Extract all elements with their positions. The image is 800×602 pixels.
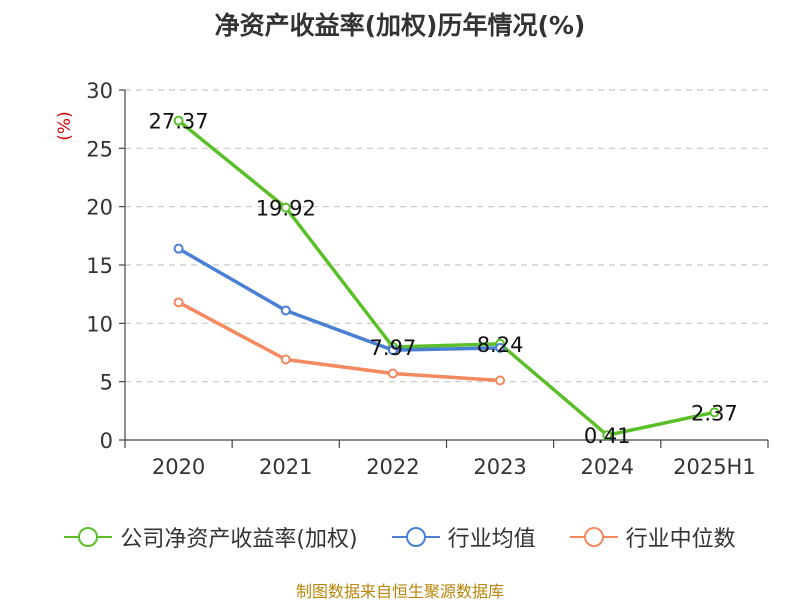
chart-title: 净资产收益率(加权)历年情况(%)	[214, 11, 586, 40]
gridlines	[125, 89, 768, 383]
legend-label-company: 公司净资产收益率(加权)	[120, 527, 358, 552]
x-tick-label: 2022	[366, 455, 419, 479]
x-tick-label: 2020	[152, 455, 205, 479]
legend-item-industry-median[interactable]: 行业中位数	[569, 521, 736, 553]
y-tick-label: 30	[86, 79, 113, 103]
data-point-industry-avg[interactable]	[387, 345, 398, 356]
y-tick-label: 5	[100, 371, 113, 395]
x-tick-label: 2021	[259, 455, 312, 479]
data-label: 27.37	[149, 110, 209, 134]
legend-item-industry-avg[interactable]: 行业均值	[391, 521, 536, 553]
x-tick-label: 2025H1	[673, 455, 756, 479]
legend: 公司净资产收益率(加权) 行业均值 行业中位数	[0, 520, 800, 554]
y-tick-label: 15	[86, 254, 113, 278]
legend-item-company[interactable]: 公司净资产收益率(加权)	[64, 521, 358, 553]
data-point-company[interactable]	[280, 202, 291, 213]
x-tick-label: 2024	[581, 455, 634, 479]
y-tick-label: 10	[86, 312, 113, 336]
data-label: 2.37	[691, 401, 738, 425]
data-label: 19.92	[256, 197, 316, 221]
legend-label-industry-avg: 行业均值	[447, 527, 536, 552]
data-point-industry-median[interactable]	[387, 368, 398, 379]
series-group	[173, 115, 720, 441]
series-line-industry-avg	[177, 247, 501, 352]
legend-marker-industry-avg	[391, 525, 440, 549]
data-labels: 27.37 19.92 7.97 8.24 0.41 2.37	[149, 110, 738, 449]
data-point-industry-avg[interactable]	[173, 243, 184, 254]
axes: 0 5 10 15 20 25 30 2020 2021 2022 2023 2024 2025H1 (%…	[55, 79, 769, 479]
data-point-industry-avg[interactable]	[495, 342, 506, 353]
data-point-company[interactable]	[173, 115, 184, 126]
data-label: 0.41	[584, 424, 631, 448]
y-tick-label: 25	[86, 137, 113, 161]
legend-marker-industry-median	[569, 525, 618, 549]
data-point-industry-median[interactable]	[495, 375, 506, 386]
x-tick-label: 2023	[473, 455, 526, 479]
y-axis-label: (%)	[55, 111, 75, 140]
data-point-industry-median[interactable]	[173, 297, 184, 308]
series-line-industry-median	[177, 300, 501, 383]
y-tick-label: 0	[100, 429, 113, 453]
data-point-company[interactable]	[709, 407, 720, 418]
data-point-company[interactable]	[602, 430, 613, 441]
data-point-industry-avg[interactable]	[280, 305, 291, 316]
series-line-company	[177, 119, 715, 437]
data-label: 8.24	[477, 333, 524, 357]
legend-label-industry-median: 行业中位数	[625, 527, 736, 552]
data-label: 7.97	[370, 336, 417, 360]
legend-marker-company	[64, 525, 113, 549]
source-note: 制图数据来自恒生聚源数据库	[295, 582, 504, 601]
data-point-industry-median[interactable]	[280, 354, 291, 365]
y-tick-label: 20	[86, 196, 113, 220]
